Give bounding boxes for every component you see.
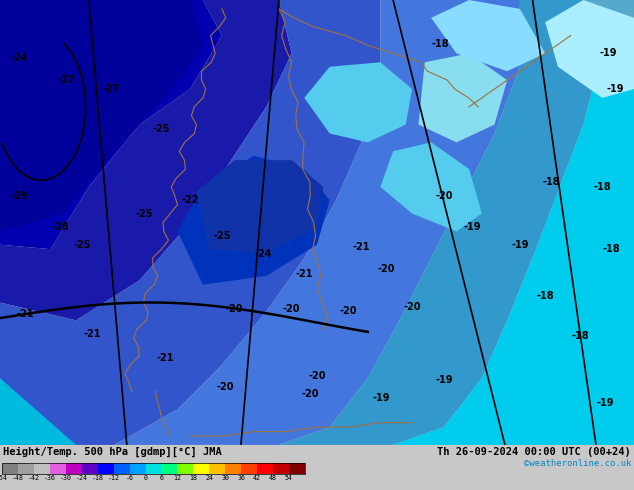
Text: Height/Temp. 500 hPa [gdmp][°C] JMA: Height/Temp. 500 hPa [gdmp][°C] JMA bbox=[3, 447, 222, 457]
Text: -24: -24 bbox=[10, 53, 28, 63]
Text: -20: -20 bbox=[226, 304, 243, 314]
Text: -20: -20 bbox=[302, 389, 320, 399]
Text: -21: -21 bbox=[83, 329, 101, 339]
Polygon shape bbox=[545, 0, 634, 98]
Text: 0: 0 bbox=[143, 475, 148, 482]
Bar bbox=[162, 463, 178, 474]
Text: -19: -19 bbox=[463, 222, 481, 232]
Bar bbox=[273, 463, 289, 474]
Text: -25: -25 bbox=[153, 124, 171, 134]
Bar bbox=[146, 463, 162, 474]
Text: -6: -6 bbox=[126, 475, 134, 482]
Bar bbox=[289, 463, 305, 474]
Bar bbox=[98, 463, 113, 474]
Text: -20: -20 bbox=[308, 371, 326, 381]
Text: 48: 48 bbox=[269, 475, 277, 482]
Polygon shape bbox=[380, 143, 482, 231]
Text: -19: -19 bbox=[373, 393, 391, 403]
Bar bbox=[18, 463, 34, 474]
Bar bbox=[2, 463, 18, 474]
Text: -54: -54 bbox=[0, 475, 8, 482]
Text: -20: -20 bbox=[435, 191, 453, 201]
Bar bbox=[241, 463, 257, 474]
Polygon shape bbox=[0, 0, 380, 445]
Polygon shape bbox=[393, 0, 634, 445]
Text: -29: -29 bbox=[10, 191, 28, 201]
Polygon shape bbox=[0, 0, 203, 231]
Polygon shape bbox=[583, 0, 634, 53]
Text: -21: -21 bbox=[353, 242, 370, 252]
Polygon shape bbox=[0, 0, 292, 320]
Text: 30: 30 bbox=[221, 475, 230, 482]
Polygon shape bbox=[197, 160, 323, 254]
Text: ©weatheronline.co.uk: ©weatheronline.co.uk bbox=[524, 459, 631, 468]
Text: -20: -20 bbox=[403, 302, 421, 312]
Text: -25: -25 bbox=[74, 240, 91, 250]
Text: 36: 36 bbox=[237, 475, 245, 482]
Text: -19: -19 bbox=[435, 375, 453, 386]
Text: -27: -27 bbox=[102, 84, 120, 94]
Bar bbox=[50, 463, 66, 474]
Text: -19: -19 bbox=[606, 84, 624, 94]
Text: -20: -20 bbox=[340, 306, 358, 317]
Bar bbox=[66, 463, 82, 474]
Text: -18: -18 bbox=[92, 475, 104, 482]
Bar bbox=[193, 463, 209, 474]
Bar bbox=[178, 463, 193, 474]
Bar bbox=[225, 463, 241, 474]
Bar bbox=[129, 463, 146, 474]
Polygon shape bbox=[0, 378, 76, 445]
Bar bbox=[34, 463, 50, 474]
Text: -20: -20 bbox=[378, 264, 396, 274]
Bar bbox=[2, 463, 305, 474]
Text: -18: -18 bbox=[571, 331, 589, 341]
Text: -18: -18 bbox=[593, 182, 611, 192]
Polygon shape bbox=[114, 0, 520, 445]
Polygon shape bbox=[0, 0, 222, 249]
Bar bbox=[113, 463, 129, 474]
Text: Th 26-09-2024 00:00 UTC (00+24): Th 26-09-2024 00:00 UTC (00+24) bbox=[437, 447, 631, 457]
Text: -30: -30 bbox=[60, 475, 72, 482]
Text: -21: -21 bbox=[16, 309, 34, 318]
Text: -20: -20 bbox=[283, 304, 301, 314]
Text: -18: -18 bbox=[603, 244, 621, 254]
Bar bbox=[257, 463, 273, 474]
Text: -25: -25 bbox=[213, 231, 231, 241]
Text: -25: -25 bbox=[136, 209, 153, 219]
Text: -18: -18 bbox=[536, 291, 554, 301]
Text: -27: -27 bbox=[58, 75, 75, 85]
Text: -24: -24 bbox=[254, 248, 272, 259]
Text: -21: -21 bbox=[295, 269, 313, 279]
Text: -21: -21 bbox=[156, 353, 174, 363]
Text: -20: -20 bbox=[216, 382, 234, 392]
Text: -24: -24 bbox=[75, 475, 87, 482]
Text: 18: 18 bbox=[190, 475, 197, 482]
Text: 24: 24 bbox=[205, 475, 213, 482]
Bar bbox=[82, 463, 98, 474]
Text: -48: -48 bbox=[12, 475, 24, 482]
Text: -12: -12 bbox=[108, 475, 120, 482]
Text: 42: 42 bbox=[253, 475, 261, 482]
Text: -19: -19 bbox=[597, 398, 614, 408]
Polygon shape bbox=[304, 62, 412, 143]
Text: -19: -19 bbox=[511, 240, 529, 250]
Polygon shape bbox=[418, 53, 507, 143]
Bar bbox=[209, 463, 225, 474]
Text: 6: 6 bbox=[160, 475, 164, 482]
Text: -18: -18 bbox=[543, 177, 560, 187]
Text: -22: -22 bbox=[181, 195, 199, 205]
Polygon shape bbox=[178, 156, 330, 285]
Text: 12: 12 bbox=[174, 475, 181, 482]
Text: -19: -19 bbox=[600, 49, 618, 58]
Text: 54: 54 bbox=[285, 475, 293, 482]
Polygon shape bbox=[431, 0, 545, 71]
Text: -28: -28 bbox=[51, 222, 69, 232]
Polygon shape bbox=[279, 0, 602, 445]
Text: -42: -42 bbox=[28, 475, 40, 482]
Text: -36: -36 bbox=[44, 475, 56, 482]
Text: -18: -18 bbox=[432, 40, 450, 49]
